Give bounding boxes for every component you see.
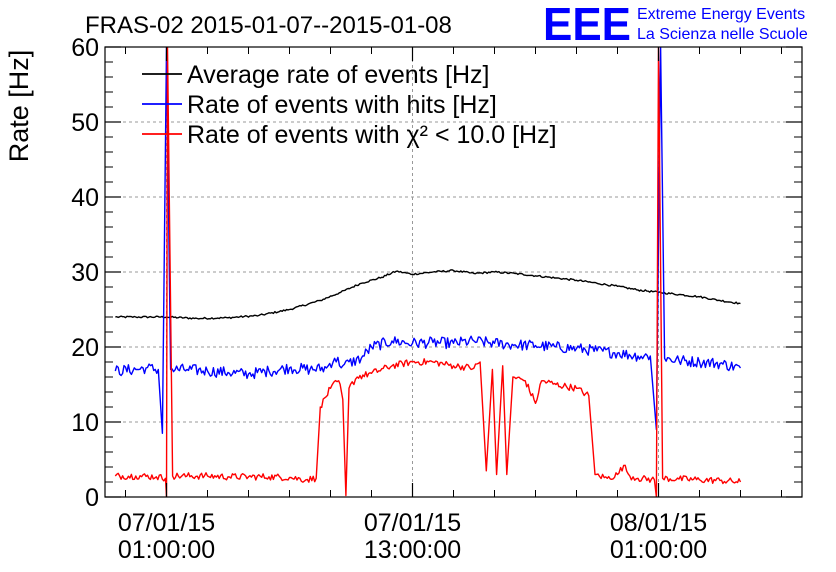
y-tick-label: 0 (85, 484, 99, 512)
legend-label: Rate of events with hits [Hz] (187, 91, 497, 119)
y-tick-label: 50 (71, 109, 99, 137)
y-tick-label: 10 (71, 409, 99, 437)
x-tick-date: 08/01/15 (610, 509, 707, 537)
y-tick-label: 30 (71, 259, 99, 287)
series-line-1 (115, 269, 741, 320)
series-line-3 (114, 47, 742, 497)
y-tick-label: 20 (71, 334, 99, 362)
logo-mark: EEE (543, 0, 631, 50)
y-tick-label: 60 (71, 34, 99, 62)
x-tick-time: 01:00:00 (610, 536, 707, 564)
y-tick-label: 40 (71, 184, 99, 212)
x-tick-date: 07/01/15 (118, 509, 215, 537)
legend-label: Average rate of events [Hz] (187, 61, 489, 89)
y-axis: 0 10 20 30 40 50 60 (71, 34, 802, 512)
legend: Average rate of events [Hz]Rate of event… (142, 61, 557, 149)
x-tick-date: 07/01/15 (364, 509, 461, 537)
logo-line2: La Scienza nelle Scuole (637, 26, 808, 43)
chart-title: FRAS-02 2015-01-07--2015-01-08 (85, 12, 452, 39)
x-tick-time: 01:00:00 (118, 536, 215, 564)
x-tick-time: 13:00:00 (364, 536, 461, 564)
x-axis: 07/01/1501:00:0007/01/1513:00:0008/01/15… (118, 47, 782, 564)
y-axis-label: Rate [Hz] (4, 50, 34, 163)
logo-line1: Extreme Energy Events (637, 6, 805, 23)
eee-logo: EEE Extreme Energy Events La Scienza nel… (543, 0, 808, 50)
legend-label: Rate of events with χ² < 10.0 [Hz] (187, 121, 557, 149)
series-line-2 (114, 47, 742, 434)
series-layer (114, 47, 742, 497)
